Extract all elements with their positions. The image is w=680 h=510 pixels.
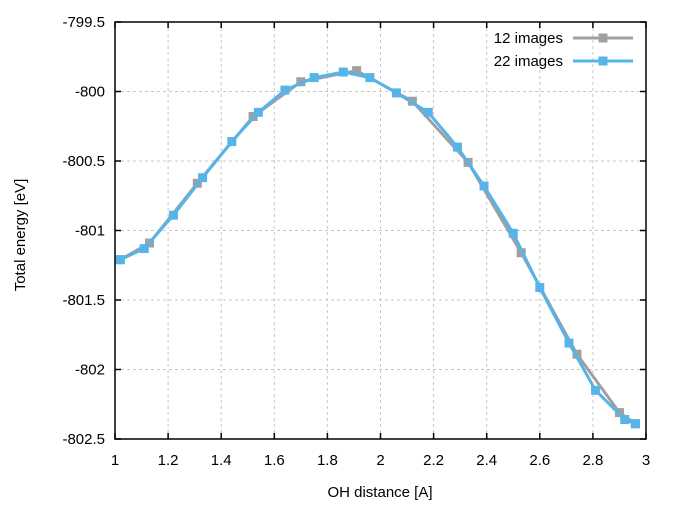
data-series [115,66,640,429]
series-marker-22-images [479,181,489,191]
tick-labels: 1 1.2 1.4 1.6 1.8 2 2.2 2.4 2.6 2.8 3 -799.5 -800 -80… [62,14,650,469]
x-tick-label: 2.4 [476,452,497,469]
y-tick-label: -800 [75,84,105,101]
legend-sample-marker-12-images [598,33,608,43]
series-marker-22-images [535,282,545,292]
legend-label-22-images: 22 images [494,53,563,70]
x-tick-label: 2 [376,452,384,469]
x-tick-label: 1 [111,452,119,469]
series-marker-12-images [352,66,362,76]
series-marker-22-images [391,88,401,98]
legend-label-12-images: 12 images [494,30,563,47]
series-marker-22-images [115,255,125,265]
series-marker-22-images [309,73,319,83]
y-tick-label: -802.5 [62,431,105,448]
series-marker-22-images [564,338,574,348]
series-marker-22-images [423,107,433,117]
series-marker-22-images [452,142,462,152]
legend [573,33,633,66]
series-marker-22-images [620,415,630,425]
gridlines [115,22,646,439]
y-tick-label: -801 [75,223,105,240]
series-marker-22-images [227,137,237,147]
y-tick-label: -802 [75,362,105,379]
series-marker-22-images [253,107,263,117]
series-marker-22-images [338,67,348,77]
x-axis-title: OH distance [A] [327,484,432,501]
series-marker-22-images [139,244,149,254]
x-tick-label: 1.4 [211,452,232,469]
x-tick-label: 1.6 [264,452,285,469]
series-line-22-images [119,70,636,426]
x-tick-label: 2.6 [529,452,550,469]
y-axis-title: Total energy [eV] [12,179,29,292]
y-tick-label: -800.5 [62,153,105,170]
series-marker-22-images [508,228,518,238]
x-tick-label: 1.2 [158,452,179,469]
series-marker-22-images [591,385,601,395]
y-tick-label: -799.5 [62,14,105,31]
axes-frame [114,21,647,440]
series-marker-22-images [630,419,640,429]
x-tick-label: 3 [642,452,650,469]
y-tick-label: -801.5 [62,292,105,309]
series-marker-22-images [168,210,178,220]
x-tick-label: 2.2 [423,452,444,469]
series-marker-22-images [280,85,290,95]
series-marker-22-images [365,73,375,83]
x-tick-label: 2.8 [582,452,603,469]
x-tick-label: 1.8 [317,452,338,469]
series-marker-22-images [198,173,208,183]
legend-sample-marker-22-images [598,56,608,66]
